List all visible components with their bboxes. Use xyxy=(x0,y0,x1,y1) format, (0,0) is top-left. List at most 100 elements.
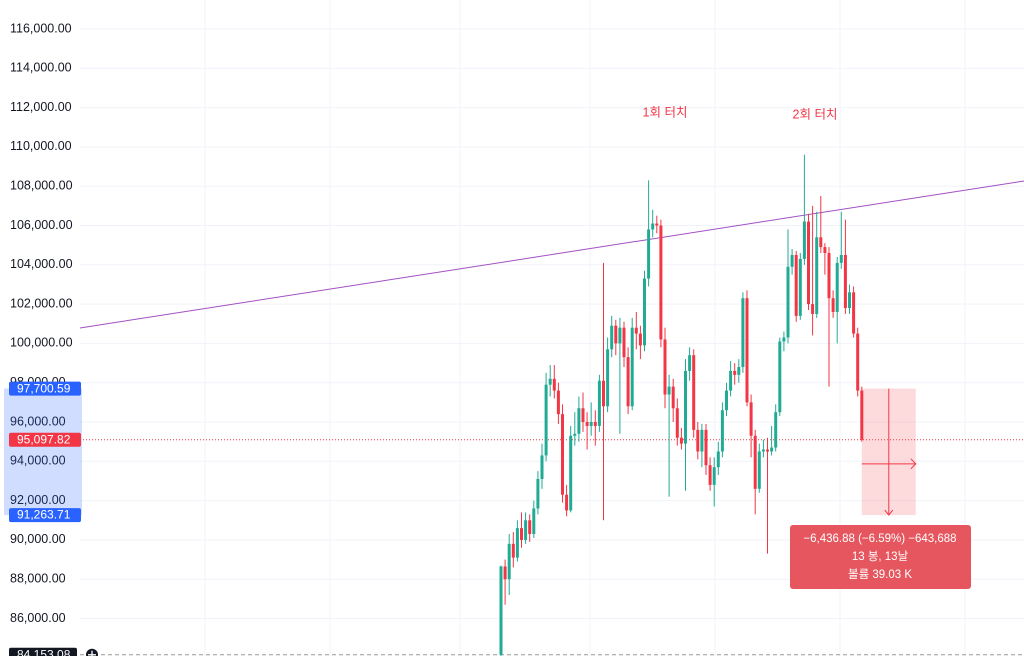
candle-body xyxy=(524,520,528,540)
candle-body xyxy=(807,221,810,305)
candle-body xyxy=(782,337,786,342)
y-tick-label: 110,000.00 xyxy=(10,139,72,153)
candle-body xyxy=(811,304,815,314)
price-tag xyxy=(9,381,81,396)
y-tick-label: 100,000.00 xyxy=(10,336,73,350)
measure-text: 볼륨 39.03 K xyxy=(848,568,912,581)
candle-body xyxy=(647,229,651,279)
candle-body xyxy=(819,237,823,248)
candle-body xyxy=(544,384,548,456)
candle-body xyxy=(581,408,585,423)
candle-body xyxy=(528,520,532,535)
candle-body xyxy=(794,254,798,316)
candle-body xyxy=(700,429,704,452)
price-tag-label: 95,097.82 xyxy=(17,432,71,446)
candle-body xyxy=(651,223,655,230)
y-tick-label: 112,000.00 xyxy=(10,100,72,114)
range-shade xyxy=(4,388,82,516)
annotation: 1회 터치 xyxy=(643,105,688,119)
candle-body xyxy=(663,339,667,395)
candle-body xyxy=(843,254,847,309)
candle-body xyxy=(770,447,774,452)
candle-body xyxy=(733,370,737,375)
y-tick-label: 102,000.00 xyxy=(10,296,73,310)
y-tick-label: 108,000.00 xyxy=(10,179,73,193)
candle-body xyxy=(602,380,605,407)
time-grid xyxy=(204,0,966,656)
y-tick-label: 94,000.00 xyxy=(10,454,66,468)
candle-body xyxy=(798,258,802,316)
y-tick-label: 114,000.00 xyxy=(10,61,72,75)
candle-body xyxy=(569,435,573,511)
candle-body xyxy=(655,223,659,226)
candle-body xyxy=(823,247,827,254)
candle-body xyxy=(839,254,843,263)
candle-body xyxy=(720,410,724,452)
candle-body xyxy=(634,327,638,334)
candle-body xyxy=(704,429,708,466)
candle-body xyxy=(692,355,696,430)
candle-body xyxy=(716,451,720,468)
y-tick-label: 90,000.00 xyxy=(10,532,66,546)
price-tag xyxy=(9,647,77,656)
candle-body xyxy=(610,325,614,350)
candle-body xyxy=(536,478,540,509)
measure-text: 13 봉, 13날 xyxy=(852,550,909,563)
candle-body xyxy=(848,292,851,309)
candle-body xyxy=(856,333,860,391)
candle-body xyxy=(585,422,589,426)
candle-body xyxy=(589,422,593,426)
candle-body xyxy=(552,378,556,391)
add-icon-plus xyxy=(88,650,96,656)
price-tag-label: 97,700.59 xyxy=(17,381,71,395)
candle-body xyxy=(815,237,819,314)
measure-text: −6,436.88 (−6.59%) −643,688 xyxy=(803,533,956,545)
candle-body xyxy=(593,422,597,426)
candle-body xyxy=(565,494,569,511)
candle-body xyxy=(659,225,663,340)
candle-body xyxy=(741,298,745,367)
price-tag-label: 91,263.71 xyxy=(17,508,71,522)
y-tick-label: 92,000.00 xyxy=(10,493,66,507)
y-tick-label: 104,000.00 xyxy=(10,257,73,271)
candle-body xyxy=(561,414,564,495)
candle-body xyxy=(835,262,839,312)
measure-tooltip xyxy=(790,525,971,589)
candle-body xyxy=(757,451,761,489)
candle-body xyxy=(626,357,630,407)
candle-body xyxy=(852,292,856,334)
y-tick-label: 96,000.00 xyxy=(10,414,66,428)
y-tick-label: 86,000.00 xyxy=(10,611,66,625)
candle-body xyxy=(671,386,675,409)
candle-body xyxy=(511,543,515,558)
candle-body xyxy=(753,435,757,489)
candle-body xyxy=(831,298,835,312)
candle-body xyxy=(515,528,519,558)
candle-body xyxy=(606,349,610,407)
candle-body xyxy=(643,278,646,346)
candle-body xyxy=(786,266,790,338)
measure-arrow-right xyxy=(910,458,917,470)
candle-body xyxy=(774,412,778,448)
candle-body xyxy=(614,325,618,344)
candle-body xyxy=(860,390,864,440)
candle-body xyxy=(712,467,716,485)
candle-body xyxy=(540,455,544,479)
annotation: 2회 터치 xyxy=(793,107,838,121)
candle-body xyxy=(667,386,671,395)
candle-body xyxy=(679,437,683,444)
candle-body xyxy=(827,253,831,299)
candle-body xyxy=(802,221,806,259)
candle-body xyxy=(688,355,692,371)
y-tick-label: 116,000.00 xyxy=(10,21,72,35)
candle-body xyxy=(737,366,741,375)
candle-body xyxy=(577,408,581,434)
y-tick-label: 88,000.00 xyxy=(10,572,66,586)
candle-body xyxy=(630,327,634,407)
candle-body xyxy=(622,327,626,358)
candle-body xyxy=(749,402,753,436)
candle-body xyxy=(556,390,560,415)
candle-body xyxy=(597,380,601,426)
candle-body xyxy=(548,378,552,385)
